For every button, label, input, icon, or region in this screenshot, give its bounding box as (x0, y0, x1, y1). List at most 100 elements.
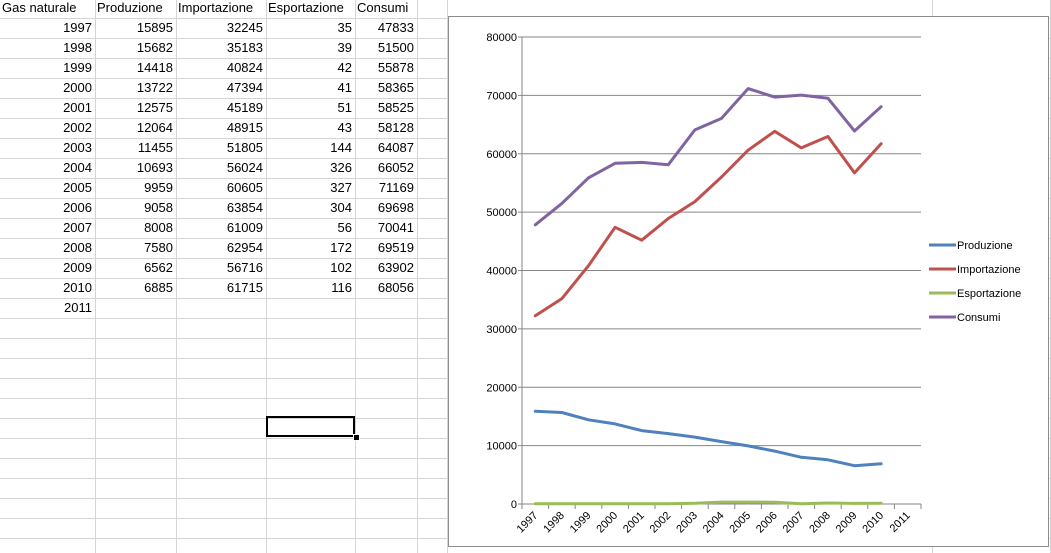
legend-label: Produzione (957, 240, 1013, 252)
table-cell[interactable]: 7580 (144, 240, 173, 255)
table-cell[interactable]: 45189 (226, 100, 263, 115)
series-line-produzione (533, 409, 883, 468)
table-cell[interactable]: 58365 (377, 80, 414, 95)
table-cell[interactable]: 69698 (377, 200, 414, 215)
table-cell[interactable]: 172 (330, 240, 352, 255)
table-cell[interactable]: 13722 (136, 80, 173, 95)
table-cell[interactable]: 48915 (226, 120, 263, 135)
legend-label: Consumi (957, 312, 1000, 324)
series-line-esportazione (533, 500, 883, 506)
header-cell[interactable]: Gas naturale (2, 0, 77, 15)
table-cell[interactable]: 51805 (226, 140, 263, 155)
table-cell[interactable]: 58525 (377, 100, 414, 115)
table-cell[interactable]: 47394 (226, 80, 263, 95)
series-line-importazione (533, 129, 883, 318)
table-cell[interactable]: 69519 (377, 240, 414, 255)
selected-cell[interactable] (266, 416, 355, 437)
table-cell[interactable]: 9959 (144, 180, 173, 195)
table-cell[interactable]: 56024 (226, 160, 263, 175)
column-gridline (447, 0, 448, 553)
line-chart[interactable]: 0 10000 20000 30000 40000 50000 60000 70000 8000… (448, 16, 1049, 547)
x-tick-label: 2001 (621, 510, 647, 536)
table-cell[interactable]: 42 (337, 60, 352, 75)
table-cell[interactable]: 327 (330, 180, 352, 195)
y-tick-label: 30000 (486, 324, 517, 336)
table-cell[interactable]: 14418 (136, 60, 173, 75)
table-cell[interactable]: 2001 (63, 100, 92, 115)
table-cell[interactable] (176, 298, 266, 318)
table-cell[interactable]: 15895 (136, 20, 173, 35)
table-cell[interactable]: 58128 (377, 120, 414, 135)
table-cell[interactable]: 12575 (136, 100, 173, 115)
table-cell[interactable]: 47833 (377, 20, 414, 35)
x-tick-label: 2009 (834, 510, 860, 536)
table-cell[interactable]: 2005 (63, 180, 92, 195)
table-cell[interactable] (355, 298, 417, 318)
table-cell[interactable]: 63902 (377, 260, 414, 275)
table-cell[interactable]: 60605 (226, 180, 263, 195)
table-cell[interactable]: 1997 (63, 20, 92, 35)
table-cell[interactable] (95, 298, 176, 318)
table-cell[interactable]: 63854 (226, 200, 263, 215)
table-cell[interactable]: 64087 (377, 140, 414, 155)
y-tick-label: 50000 (486, 207, 517, 219)
table-cell[interactable]: 15682 (136, 40, 173, 55)
x-tick-label: 2011 (888, 510, 913, 535)
table-cell[interactable]: 32245 (226, 20, 263, 35)
table-cell[interactable]: 8008 (144, 220, 173, 235)
y-tick-label: 20000 (486, 382, 517, 394)
table-cell[interactable]: 56716 (226, 260, 263, 275)
table-cell[interactable]: 2011 (64, 300, 92, 315)
table-cell[interactable]: 11455 (137, 140, 173, 155)
header-cell[interactable]: Importazione (178, 0, 254, 15)
table-cell[interactable]: 2010 (63, 280, 92, 295)
table-cell[interactable]: 62954 (226, 240, 263, 255)
table-cell[interactable]: 61715 (226, 280, 263, 295)
table-cell[interactable]: 2007 (63, 220, 92, 235)
table-cell[interactable]: 61009 (226, 220, 263, 235)
x-tick-label: 2005 (727, 510, 753, 536)
chart-plot: 0 10000 20000 30000 40000 50000 60000 70000 8000… (486, 32, 1021, 536)
table-cell[interactable]: 2009 (63, 260, 92, 275)
table-cell[interactable]: 68056 (377, 280, 414, 295)
table-cell[interactable]: 144 (330, 140, 352, 155)
table-cell[interactable]: 2003 (63, 140, 92, 155)
fill-handle[interactable] (353, 434, 360, 441)
table-cell[interactable]: 35183 (226, 40, 263, 55)
x-tick-label: 2007 (781, 510, 807, 536)
table-cell[interactable]: 2004 (63, 160, 92, 175)
table-cell[interactable]: 71169 (378, 180, 414, 195)
table-cell[interactable]: 304 (330, 200, 352, 215)
header-cell[interactable]: Esportazione (268, 0, 344, 15)
table-cell[interactable]: 326 (330, 160, 352, 175)
table-cell[interactable]: 6885 (144, 280, 173, 295)
table-cell[interactable]: 35 (337, 20, 352, 35)
y-tick-label: 70000 (486, 90, 517, 102)
table-cell[interactable]: 1999 (63, 60, 92, 75)
header-cell[interactable]: Consumi (357, 0, 409, 15)
table-cell[interactable]: 70041 (377, 220, 414, 235)
table-cell[interactable]: 56 (337, 220, 352, 235)
table-cell[interactable]: 40824 (226, 60, 263, 75)
table-cell[interactable] (266, 298, 355, 318)
table-cell[interactable]: 51 (337, 100, 352, 115)
table-cell[interactable]: 55878 (377, 60, 414, 75)
table-cell[interactable]: 41 (337, 80, 352, 95)
table-cell[interactable]: 12064 (136, 120, 173, 135)
table-cell[interactable]: 39 (337, 40, 352, 55)
table-cell[interactable]: 116 (331, 280, 352, 295)
table-cell[interactable]: 2000 (63, 80, 92, 95)
table-cell[interactable]: 43 (337, 120, 352, 135)
table-cell[interactable]: 9058 (144, 200, 173, 215)
y-tick-label: 10000 (486, 441, 517, 453)
header-cell[interactable]: Produzione (97, 0, 163, 15)
table-cell[interactable]: 66052 (377, 160, 414, 175)
table-cell[interactable]: 2002 (63, 120, 92, 135)
table-cell[interactable]: 51500 (377, 40, 414, 55)
table-cell[interactable]: 102 (330, 260, 352, 275)
table-cell[interactable]: 1998 (63, 40, 92, 55)
table-cell[interactable]: 2008 (63, 240, 92, 255)
table-cell[interactable]: 6562 (144, 260, 173, 275)
table-cell[interactable]: 10693 (136, 160, 173, 175)
table-cell[interactable]: 2006 (63, 200, 92, 215)
